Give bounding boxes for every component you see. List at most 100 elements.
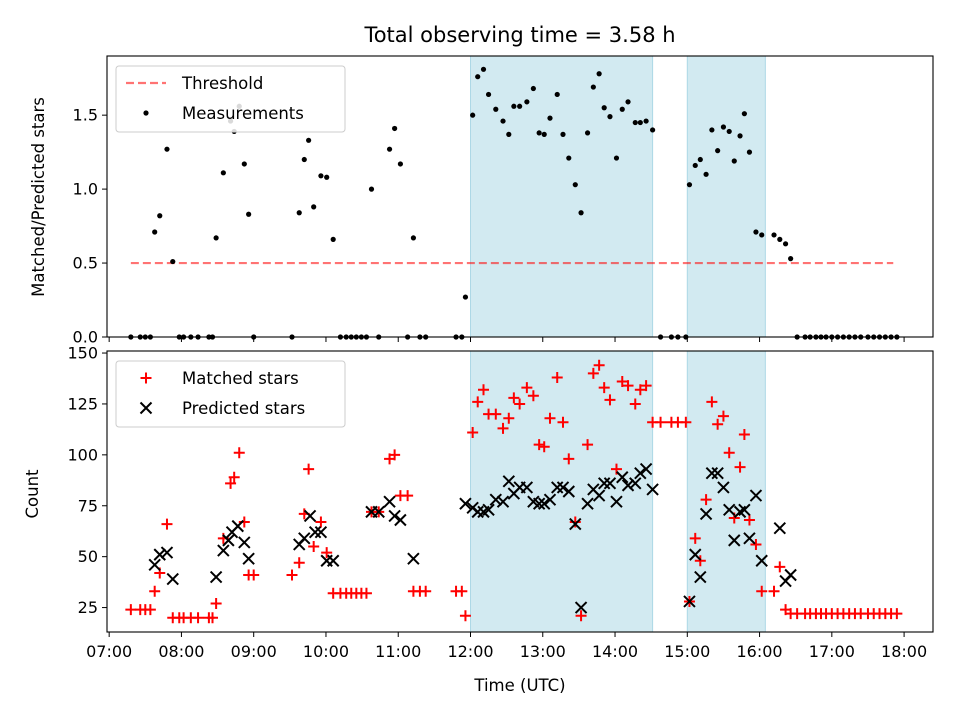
matched-star-point bbox=[723, 447, 735, 459]
matched-star-point bbox=[743, 514, 755, 526]
matched-star-point bbox=[598, 382, 610, 394]
measurement-point bbox=[397, 161, 403, 167]
measurement-point bbox=[157, 213, 163, 219]
predicted-star-point bbox=[629, 477, 642, 490]
predicted-star-point bbox=[372, 505, 385, 519]
measurement-point bbox=[777, 236, 783, 242]
predicted-star-point bbox=[634, 466, 647, 480]
predicted-star-point bbox=[581, 497, 594, 510]
measurement-point bbox=[737, 133, 743, 139]
measurement-point bbox=[500, 118, 506, 124]
measurement-point bbox=[731, 158, 737, 164]
matched-star-point bbox=[303, 463, 315, 475]
bottom-y-axis-label: Count bbox=[23, 469, 42, 519]
measurement-point bbox=[746, 149, 753, 155]
predicted-star-point bbox=[148, 558, 161, 572]
y-tick-label: 150 bbox=[67, 344, 98, 363]
measurement-point bbox=[578, 210, 584, 216]
predicted-star-point bbox=[209, 570, 223, 584]
measurement-point bbox=[517, 103, 523, 109]
measurement-point bbox=[554, 91, 560, 98]
matched-star-point bbox=[402, 490, 414, 502]
measurement-point bbox=[311, 204, 317, 210]
matched-star-point bbox=[538, 441, 550, 453]
measurement-point bbox=[392, 125, 398, 132]
x-tick-label: 12:00 bbox=[447, 642, 493, 661]
predicted-star-point bbox=[482, 503, 495, 517]
matched-star-point bbox=[456, 585, 468, 597]
measurement-point bbox=[726, 128, 732, 135]
matched-star-point bbox=[514, 398, 526, 410]
matched-star-point bbox=[756, 585, 768, 597]
matched-star-point bbox=[144, 604, 156, 616]
matched-star-point bbox=[527, 390, 539, 402]
matched-star-point bbox=[521, 382, 533, 394]
measurement-point bbox=[368, 186, 375, 192]
predicted-star-point bbox=[217, 544, 230, 557]
matched-star-point bbox=[315, 516, 327, 528]
matched-star-point bbox=[192, 612, 204, 624]
measurement-point bbox=[632, 119, 638, 126]
x-tick-label: 13:00 bbox=[520, 642, 566, 661]
matched-star-point bbox=[233, 447, 245, 459]
x-tick-label: 14:00 bbox=[592, 642, 638, 661]
measurement-point bbox=[607, 114, 613, 120]
measurement-point bbox=[493, 106, 499, 112]
legend-swatch bbox=[140, 372, 152, 384]
predicted-star-point bbox=[231, 519, 245, 533]
measurement-point bbox=[686, 182, 693, 188]
matched-star-point bbox=[161, 518, 173, 530]
measurement-point bbox=[541, 131, 547, 137]
legend-label: Threshold bbox=[181, 74, 263, 93]
predicted-star-point bbox=[699, 507, 713, 521]
predicted-star-point bbox=[683, 595, 696, 608]
legend-swatch bbox=[139, 401, 153, 415]
legend-box bbox=[115, 65, 346, 133]
predicted-star-point bbox=[569, 517, 582, 531]
predicted-star-point bbox=[298, 532, 311, 545]
predicted-star-point bbox=[556, 481, 570, 494]
x-tick-label: 09:00 bbox=[231, 642, 277, 661]
measurement-point bbox=[511, 103, 517, 109]
measurement-point bbox=[643, 118, 649, 124]
matched-star-point bbox=[308, 540, 320, 552]
x-tick-label: 07:00 bbox=[86, 642, 132, 661]
measurement-point bbox=[152, 229, 158, 235]
predicted-star-point bbox=[308, 526, 322, 539]
measurement-point bbox=[386, 146, 393, 152]
matched-star-point bbox=[738, 428, 750, 440]
measurement-point bbox=[590, 84, 596, 90]
matched-star-point bbox=[734, 461, 746, 473]
predicted-star-point bbox=[166, 572, 179, 586]
matched-star-point bbox=[490, 408, 502, 420]
measurement-point bbox=[703, 171, 709, 177]
axes-frame bbox=[106, 350, 934, 633]
legend-label: Predicted stars bbox=[182, 399, 305, 418]
predicted-star-point bbox=[743, 532, 756, 545]
measurement-point bbox=[560, 131, 566, 137]
y-tick-label: 125 bbox=[67, 394, 98, 413]
measurement-point bbox=[164, 146, 170, 152]
observing-span-1 bbox=[469, 55, 654, 338]
predicted-star-point bbox=[755, 554, 768, 567]
x-axis-label: Time (UTC) bbox=[473, 676, 565, 695]
predicted-star-point bbox=[728, 534, 741, 547]
predicted-star-point bbox=[326, 554, 340, 567]
predicted-star-point bbox=[621, 479, 635, 492]
predicted-star-point bbox=[603, 477, 617, 490]
legend-swatch bbox=[143, 110, 149, 116]
measurement-point bbox=[596, 71, 602, 77]
y-tick-label: 25 bbox=[78, 598, 98, 617]
measurement-point bbox=[170, 258, 176, 265]
predicted-star-point bbox=[160, 546, 174, 559]
measurement-point bbox=[637, 119, 643, 126]
predicted-star-point bbox=[738, 503, 751, 517]
measurement-point bbox=[741, 111, 747, 117]
top-y-axis-label: Matched/Predicted stars bbox=[29, 97, 48, 297]
measurement-point bbox=[480, 66, 487, 72]
x-tick-label: 10:00 bbox=[303, 642, 349, 661]
predicted-star-point bbox=[153, 548, 166, 561]
matched-star-point bbox=[774, 561, 786, 573]
predicted-star-point bbox=[520, 481, 534, 494]
